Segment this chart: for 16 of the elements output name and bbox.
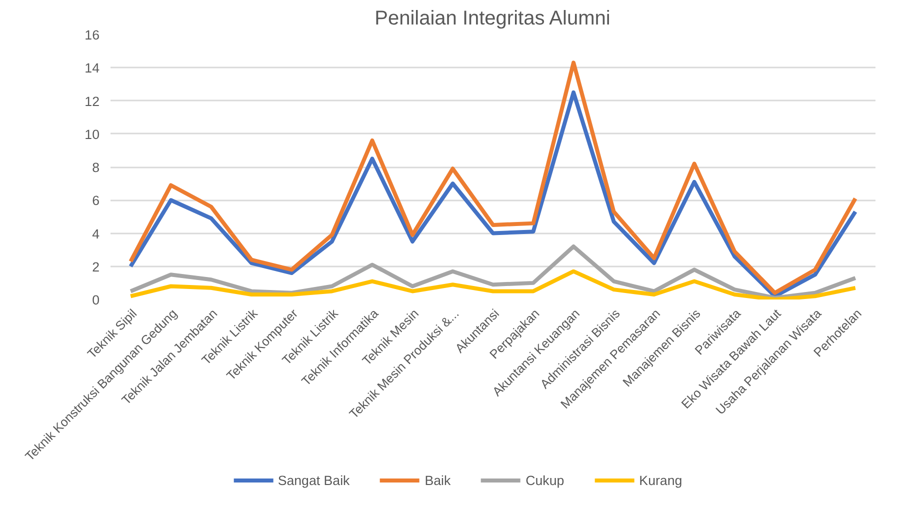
y-tick-label: 2 [92, 259, 100, 274]
legend-label: Kurang [639, 472, 682, 488]
legend-label: Cukup [526, 472, 564, 488]
y-tick-label: 0 [92, 292, 100, 308]
chart-title: Penilaian Integritas Alumni [374, 8, 610, 30]
y-tick-label: 10 [84, 126, 100, 142]
y-tick-label: 8 [92, 160, 100, 175]
legend-label: Sangat Baik [278, 472, 350, 488]
line-series [128, 269, 858, 300]
y-tick-label: 12 [84, 94, 100, 109]
y-tick-label: 16 [84, 28, 100, 42]
y-tick-label: 6 [92, 193, 100, 208]
legend-label: Baik [424, 472, 451, 488]
y-tick-label: 14 [84, 60, 100, 76]
y-tick-label: 4 [92, 226, 100, 242]
line-series [128, 244, 858, 300]
